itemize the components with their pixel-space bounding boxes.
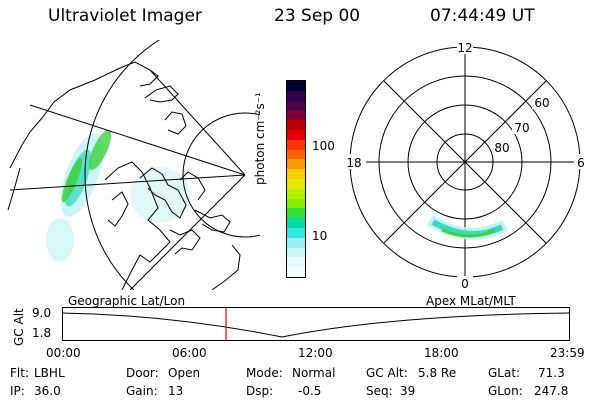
colorbar-segment-9 <box>287 169 305 179</box>
xtick-0000: 00:00 <box>46 346 81 360</box>
mlt-label-0: 0 <box>461 277 469 291</box>
polar-plot: 12 0 18 6 60 70 80 <box>342 40 588 291</box>
mode-value: Normal <box>292 366 336 380</box>
glon-value: 247.8 <box>534 384 569 398</box>
colorbar-segment-15 <box>287 227 305 238</box>
mode-label: Mode: <box>246 366 283 380</box>
colorbar-tick-10: 10 <box>312 229 328 243</box>
gcalt-label: GC Alt: <box>366 366 408 380</box>
altitude-timeline <box>62 307 571 341</box>
colorbar-segment-0 <box>287 81 305 91</box>
ytick-1-8: 1.8 <box>32 326 52 340</box>
flt-value: LBHL <box>34 366 65 380</box>
dsp-label: Dsp: <box>246 384 274 398</box>
coastlines <box>7 61 241 290</box>
apex-caption: Apex MLat/MLT <box>426 294 516 308</box>
colorbar-segment-2 <box>287 100 305 111</box>
lat-label-70: 70 <box>514 121 529 135</box>
glon-label: GLon: <box>488 384 523 398</box>
colorbar-segment-19 <box>287 267 305 277</box>
flt-label: Flt: <box>10 366 29 380</box>
auroral-oval-mag <box>426 214 508 240</box>
timeline-ylabel: GC Alt <box>12 308 26 346</box>
gcalt-value: 5.8 Re <box>418 366 457 380</box>
colorbar-segment-7 <box>287 149 305 160</box>
colorbar-segment-3 <box>287 110 305 121</box>
app-title: Ultraviolet Imager <box>48 6 202 26</box>
mlt-label-6: 6 <box>577 156 585 170</box>
colorbar-segment-6 <box>287 139 305 150</box>
xtick-2359: 23:59 <box>550 346 585 360</box>
colorbar-segment-11 <box>287 188 305 199</box>
xtick-0600: 06:00 <box>172 346 207 360</box>
seq-label: Seq: <box>366 384 393 398</box>
mlt-label-18: 18 <box>346 156 361 170</box>
colorbar-segment-1 <box>287 90 305 101</box>
ytick-9: 9.0 <box>32 306 52 320</box>
colorbar-segment-13 <box>287 208 305 219</box>
colorbar-segment-10 <box>287 178 305 189</box>
gain-label: Gain: <box>126 384 158 398</box>
time-label: 07:44:49 UT <box>430 6 535 26</box>
colorbar-tick-100: 100 <box>312 139 335 153</box>
colorbar-segment-17 <box>287 247 305 258</box>
colorbar-segment-16 <box>287 237 305 248</box>
lat-label-80: 80 <box>494 141 509 155</box>
seq-value: 39 <box>400 384 416 398</box>
colorbar-segment-8 <box>287 159 305 170</box>
lat-label-60: 60 <box>534 96 549 110</box>
colorbar-segment-14 <box>287 218 305 228</box>
colorbar-segment-18 <box>287 257 305 268</box>
colorbar-segment-4 <box>287 120 305 130</box>
colorbar-unit-label: photon cm⁻²s⁻¹ <box>253 92 267 185</box>
mlt-label-12: 12 <box>457 41 472 55</box>
ip-label: IP: <box>10 384 25 398</box>
polar-grid <box>349 46 581 278</box>
geographic-caption: Geographic Lat/Lon <box>68 294 186 308</box>
colorbar-segment-12 <box>287 198 305 209</box>
ip-value: 36.0 <box>34 384 61 398</box>
glat-value: 71.3 <box>538 366 565 380</box>
xtick-1800: 18:00 <box>424 346 459 360</box>
colorbar <box>286 80 306 278</box>
glat-label: GLat: <box>488 366 521 380</box>
colorbar-segment-5 <box>287 129 305 140</box>
auroral-emission-geo <box>46 129 190 262</box>
gain-value: 13 <box>168 384 184 398</box>
date-label: 23 Sep 00 <box>274 6 361 26</box>
geographic-map <box>7 40 260 290</box>
door-label: Door: <box>126 366 159 380</box>
door-value: Open <box>168 366 201 380</box>
xtick-1200: 12:00 <box>298 346 333 360</box>
dsp-value: -0.5 <box>298 384 322 398</box>
